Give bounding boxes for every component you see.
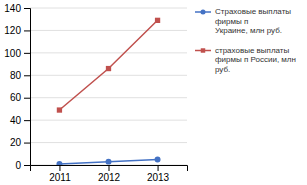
legend-label-line: Страховые выплаты <box>215 7 291 16</box>
series <box>57 18 160 113</box>
tick-mark <box>109 165 110 171</box>
legend-item: страховые выплатыфирмы п Росcии, млнруб. <box>195 46 296 74</box>
grid-line <box>30 97 187 98</box>
tick-label: 20 <box>10 137 22 148</box>
legend-label-line: страховые выплаты <box>215 46 290 55</box>
legend-marker <box>201 48 205 52</box>
tick-label: 2011 <box>49 172 71 183</box>
tick: 2011 <box>49 165 71 183</box>
point <box>106 66 111 71</box>
legend-label-line: Украине, млн руб. <box>215 26 282 35</box>
tick-label: 60 <box>10 92 22 103</box>
point <box>57 107 62 112</box>
chart: 2011 2012 2013 0 20 40 60 80 100 120 140 Страховые … <box>0 0 307 185</box>
axis-line <box>31 166 188 172</box>
grid-line <box>30 120 187 121</box>
tick: 120 <box>4 25 30 36</box>
tick-mark <box>24 165 30 166</box>
tick: 100 <box>4 48 30 59</box>
tick-label: 100 <box>4 48 21 59</box>
legend-label-line: руб. <box>215 65 230 74</box>
tick: 140 <box>4 3 30 14</box>
tick-label: 0 <box>15 160 21 171</box>
tick-mark <box>24 30 30 31</box>
legend: Страховые выплатыфирмы пУкраине, млн руб… <box>195 7 296 74</box>
y-axis: 0 20 40 60 80 100 120 140 <box>4 3 30 171</box>
point <box>106 159 112 165</box>
tick: 80 <box>10 70 30 81</box>
tick-mark <box>24 98 30 99</box>
tick-label: 2012 <box>98 172 121 183</box>
grid-line <box>30 8 187 9</box>
grid-line <box>30 142 187 143</box>
tick: 40 <box>10 115 30 126</box>
marks <box>56 18 160 165</box>
x-axis: 2011 2012 2013 <box>31 165 188 183</box>
tick-mark <box>24 143 30 144</box>
tick: 2013 <box>147 165 170 183</box>
plot: 2011 2012 2013 0 20 40 60 80 100 120 140 <box>4 3 187 183</box>
tick-label: 2013 <box>147 172 170 183</box>
point <box>56 161 62 165</box>
tick-mark <box>24 53 30 54</box>
line <box>59 20 157 110</box>
legend-label: страховые выплатыфирмы п Росcии, млнруб. <box>215 46 296 74</box>
legend-label-line: фирмы п Росcии, млн <box>215 55 296 64</box>
legend-label-line: фирмы п <box>215 17 248 26</box>
tick-mark <box>24 8 30 9</box>
tick: 60 <box>10 92 30 103</box>
tick-label: 120 <box>4 25 21 36</box>
tick-label: 140 <box>4 3 21 14</box>
legend-item: Страховые выплатыфирмы пУкраине, млн руб… <box>195 7 291 35</box>
line <box>59 159 157 163</box>
tick: 2012 <box>98 165 121 183</box>
tick-label: 40 <box>10 115 22 126</box>
grid-line <box>30 52 187 53</box>
tick: 0 <box>15 160 30 171</box>
axis-line <box>24 9 31 166</box>
grid-line <box>30 75 187 76</box>
series <box>56 156 160 165</box>
point <box>155 156 161 162</box>
grid <box>30 8 187 165</box>
tick-mark <box>158 165 159 171</box>
tick-mark <box>24 120 30 121</box>
legend-marker <box>200 9 205 14</box>
tick: 20 <box>10 137 30 148</box>
tick-mark <box>59 165 60 171</box>
tick-mark <box>24 75 30 76</box>
legend-label: Страховые выплатыфирмы пУкраине, млн руб… <box>215 7 291 35</box>
point <box>155 18 160 23</box>
tick-label: 80 <box>10 70 22 81</box>
grid-line <box>30 30 187 31</box>
